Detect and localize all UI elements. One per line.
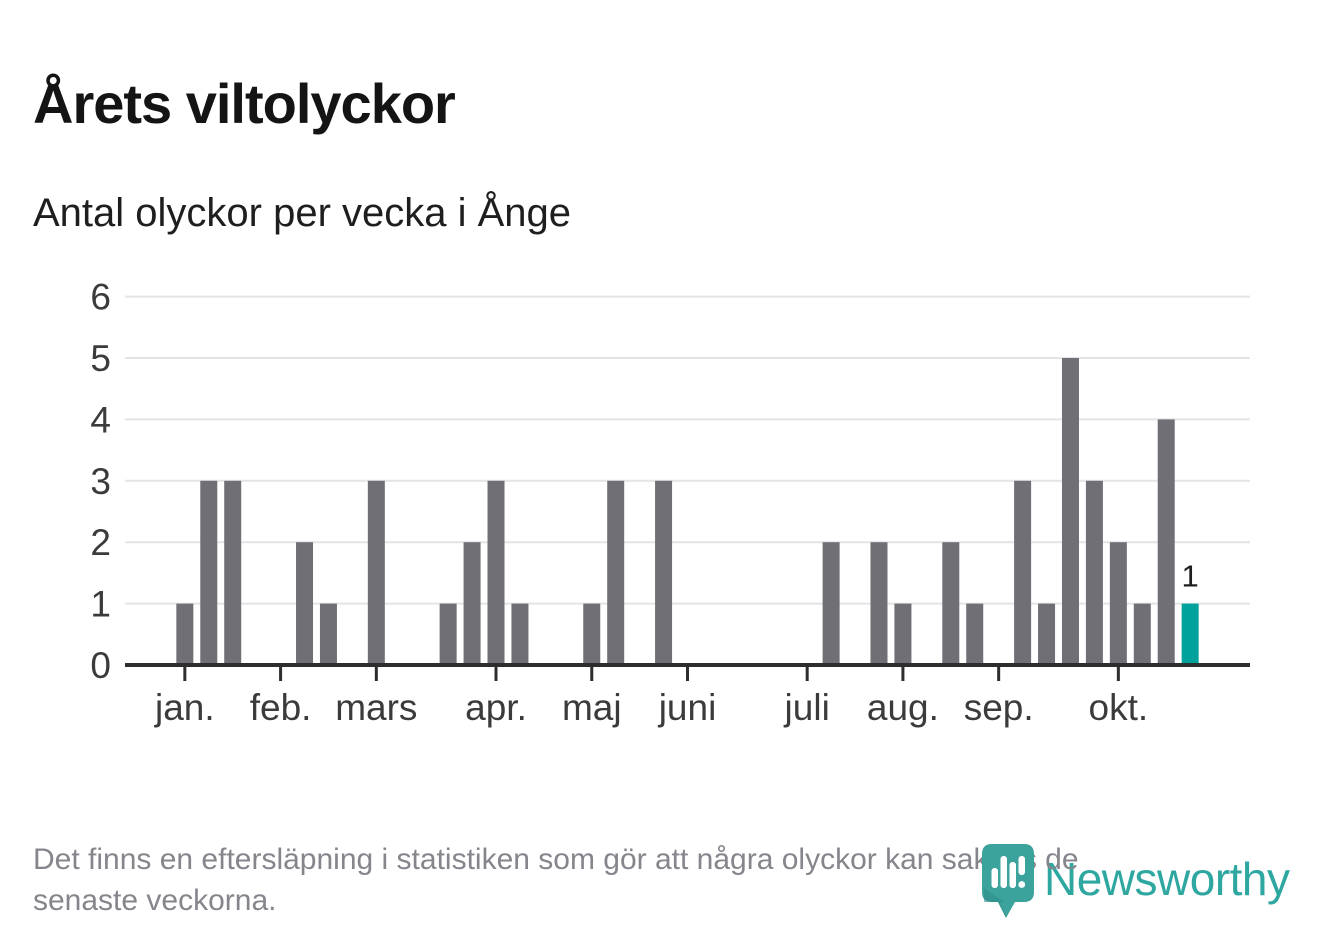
bar-value-label: 1 bbox=[1182, 559, 1199, 594]
bar bbox=[583, 603, 601, 665]
bar bbox=[511, 603, 529, 665]
x-axis-line bbox=[125, 663, 1250, 667]
bar bbox=[1038, 603, 1056, 665]
bar bbox=[487, 480, 505, 665]
footnote-line: Det finns en eftersläpning i statistiken… bbox=[33, 843, 1079, 876]
y-axis-label: 5 bbox=[90, 338, 111, 379]
month-label: sep. bbox=[964, 687, 1034, 728]
pin-fold bbox=[984, 888, 1006, 918]
footnote: Det finns en eftersläpning i statistiken… bbox=[33, 839, 1295, 921]
month-label: aug. bbox=[867, 687, 939, 728]
month-label: feb. bbox=[250, 687, 312, 728]
newsworthy-pin-barchart-icon bbox=[982, 844, 1034, 918]
month-label: apr. bbox=[465, 687, 527, 728]
y-axis-label: 1 bbox=[90, 584, 111, 625]
bar bbox=[1061, 358, 1079, 665]
bar bbox=[607, 480, 625, 665]
bar bbox=[176, 603, 194, 665]
month-label: mars bbox=[335, 687, 417, 728]
pin-barchart-glyph bbox=[991, 856, 1026, 888]
bar bbox=[296, 542, 314, 665]
bar bbox=[655, 480, 673, 665]
bar bbox=[870, 542, 888, 665]
bar bbox=[822, 542, 840, 665]
month-label: okt. bbox=[1089, 687, 1149, 728]
bar-highlight bbox=[1181, 603, 1199, 665]
bar bbox=[1085, 480, 1103, 665]
bar bbox=[367, 480, 385, 665]
y-axis-label: 6 bbox=[90, 277, 111, 318]
month-label: jan. bbox=[154, 687, 215, 728]
newsworthy-wordmark: Newsworthy bbox=[1044, 853, 1290, 905]
bar bbox=[1133, 603, 1151, 665]
month-label: maj bbox=[562, 687, 622, 728]
y-axis-label: 2 bbox=[90, 522, 111, 563]
bar bbox=[439, 603, 457, 665]
bar bbox=[966, 603, 984, 665]
footnote-line: senaste veckorna. bbox=[33, 884, 277, 917]
bar bbox=[894, 603, 912, 665]
bar bbox=[1109, 542, 1127, 665]
bar bbox=[1157, 419, 1175, 665]
bar bbox=[319, 603, 337, 665]
bar bbox=[224, 480, 242, 665]
month-label: juni bbox=[658, 687, 717, 728]
chart-subtitle: Antal olyckor per vecka i Ånge bbox=[33, 191, 572, 235]
y-axis-label: 0 bbox=[90, 645, 111, 686]
pin-body bbox=[982, 844, 1034, 918]
weekly-bar-chart: 0 1 2 3 4 5 6 jan. feb. mars apr. maj juni juli aug. se… bbox=[90, 277, 1250, 728]
month-label: juli bbox=[784, 687, 830, 728]
bar bbox=[942, 542, 960, 665]
y-axis-label: 4 bbox=[90, 399, 111, 440]
bar bbox=[1014, 480, 1032, 665]
bar bbox=[200, 480, 218, 665]
page-title: Årets viltolyckor bbox=[33, 71, 456, 135]
y-axis-label: 3 bbox=[90, 461, 111, 502]
bar bbox=[463, 542, 481, 665]
